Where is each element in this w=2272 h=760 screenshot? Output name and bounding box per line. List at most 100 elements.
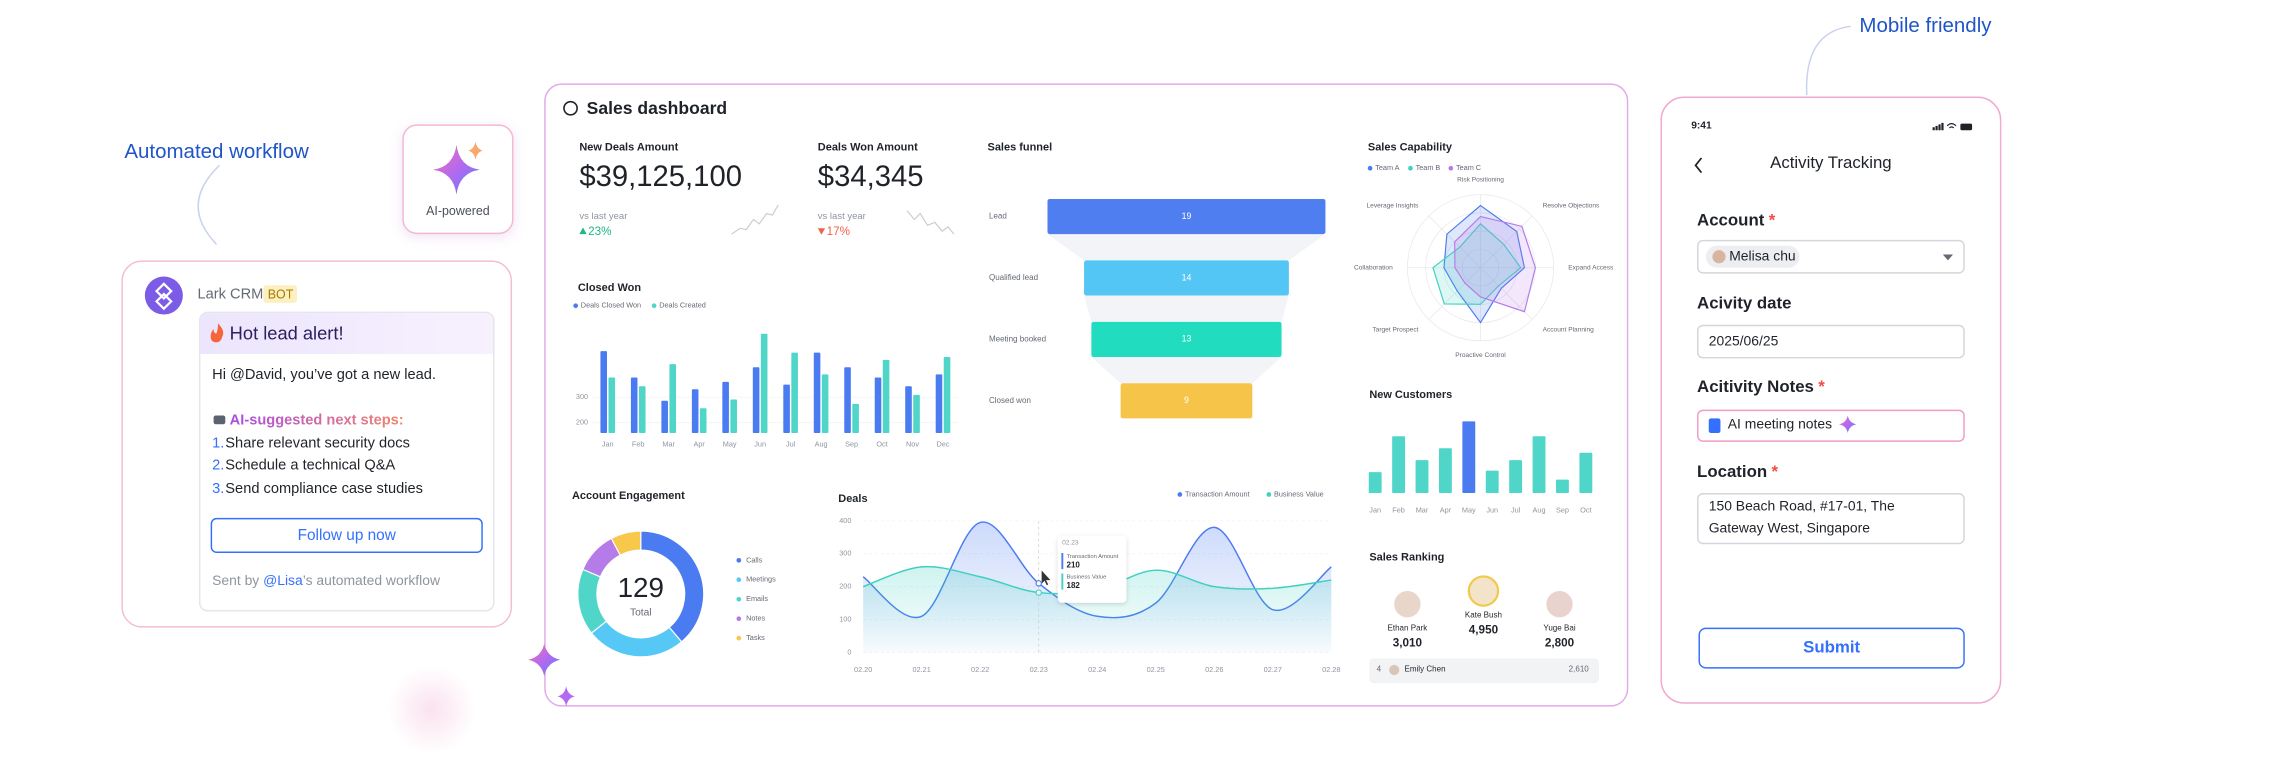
x-tick-label: May <box>1462 506 1476 515</box>
connector <box>197 164 220 245</box>
kpi-compare: vs last year <box>818 211 866 222</box>
legend-dot <box>1408 165 1413 171</box>
y-tick-label: 0 <box>847 647 851 656</box>
dashboard-icon <box>563 100 578 116</box>
radar-label: Proactive Control <box>1455 352 1506 359</box>
label-text: Location <box>1697 463 1768 482</box>
y-tick-label: 300 <box>576 392 588 401</box>
chart-title: New Customers <box>1369 389 1452 401</box>
bar <box>813 352 821 434</box>
account-chip <box>1705 245 1800 268</box>
legend-dot <box>573 303 579 309</box>
avatar <box>1546 591 1573 618</box>
sparkline <box>906 210 955 235</box>
bar <box>905 386 912 434</box>
follow-up-button[interactable]: Follow up now <box>210 517 483 554</box>
chart-title: Account Engagement <box>572 490 685 502</box>
funnel-bar <box>1091 321 1282 357</box>
location-input[interactable] <box>1697 493 1965 545</box>
ranking-score: 4,950 <box>1468 623 1499 637</box>
bar <box>935 374 943 434</box>
y-tick-label: 200 <box>576 418 588 427</box>
glow <box>387 665 476 754</box>
submit-button[interactable]: Submit <box>1698 627 1965 669</box>
legend-dot <box>1177 492 1183 497</box>
avatar <box>1467 575 1500 607</box>
legend-dot <box>1266 492 1272 497</box>
avatar <box>1394 591 1421 618</box>
bar <box>630 377 638 434</box>
chart-title: Closed Won <box>578 282 641 294</box>
kpi-value: $39,125,100 <box>579 161 742 193</box>
legend-dot <box>736 596 742 602</box>
bar <box>1509 460 1523 494</box>
x-tick-label: Aug <box>815 440 828 449</box>
ranking-score: 2,610 <box>1568 665 1589 675</box>
field-label: Acivity date <box>1697 296 1791 314</box>
radar-axis <box>1428 267 1481 320</box>
wifi-icon <box>1946 123 1957 129</box>
funnel-label: Meeting booked <box>989 335 1046 344</box>
basket-icon <box>213 415 226 425</box>
bar <box>638 386 646 434</box>
screen-title: Activity Tracking <box>1770 155 1892 173</box>
line-area <box>863 566 1332 653</box>
tooltip-label: Transaction Amount <box>1067 554 1119 560</box>
legend-dot <box>1367 165 1373 171</box>
ranking-name: Yuge Bai <box>1543 624 1576 634</box>
tooltip-value: 210 <box>1067 561 1081 570</box>
x-tick-label: 02.23 <box>1030 665 1048 674</box>
doc-icon <box>1708 418 1721 434</box>
x-tick-label: Mar <box>662 440 675 449</box>
account-avatar <box>1712 250 1726 264</box>
donut-segment <box>577 568 608 634</box>
sparkline <box>731 204 779 235</box>
bar <box>699 408 707 434</box>
required-marker: * <box>1818 378 1825 397</box>
bar <box>844 367 851 434</box>
x-tick-label: 02.24 <box>1088 665 1106 674</box>
bar <box>661 400 668 434</box>
ranking-name: Emily Chen <box>1404 665 1446 675</box>
kpi-change: 17% <box>827 225 850 238</box>
connector <box>1805 25 1851 96</box>
x-tick-label: Feb <box>632 440 645 449</box>
y-tick-label: 300 <box>839 549 851 558</box>
field-label: Acitivity Notes * <box>1697 379 1825 397</box>
bar <box>783 384 790 434</box>
avatar <box>1389 664 1400 676</box>
date-input[interactable] <box>1697 324 1965 359</box>
funnel-connector <box>1091 356 1282 384</box>
legend-label: Tasks <box>746 633 765 642</box>
bar <box>1462 421 1476 494</box>
legend-label: Transaction Amount <box>1185 489 1250 498</box>
bar <box>1392 436 1406 494</box>
chart-title: Sales Capability <box>1368 142 1453 154</box>
bar <box>1532 436 1546 494</box>
notes-input[interactable] <box>1697 409 1965 442</box>
bar <box>1579 452 1593 494</box>
donut-segment <box>610 530 642 556</box>
donut-total: 129 <box>618 572 664 603</box>
step-text: Schedule a technical Q&A <box>225 457 396 475</box>
trend-arrow <box>817 228 826 235</box>
y-tick-label: 400 <box>839 516 851 525</box>
ai-sparkle <box>1838 415 1857 434</box>
funnel-value: 13 <box>1182 334 1192 344</box>
bar <box>730 399 737 434</box>
x-tick-label: Jun <box>1486 506 1498 515</box>
ai-badge-label: AI-powered <box>426 203 490 218</box>
radar-area <box>1443 204 1526 324</box>
legend-label: Business Value <box>1274 489 1324 498</box>
message-header <box>200 313 494 355</box>
message-card <box>198 311 495 612</box>
x-tick-label: Oct <box>876 440 887 449</box>
bar <box>1415 460 1429 494</box>
funnel-value: 14 <box>1182 272 1192 282</box>
radar-area <box>1432 223 1522 305</box>
legend-label: Team C <box>1456 163 1481 172</box>
legend-dot <box>736 635 742 641</box>
kpi-compare: vs last year <box>579 211 627 222</box>
x-tick-label: 02.26 <box>1205 665 1223 674</box>
x-tick-label: Jul <box>786 440 796 449</box>
